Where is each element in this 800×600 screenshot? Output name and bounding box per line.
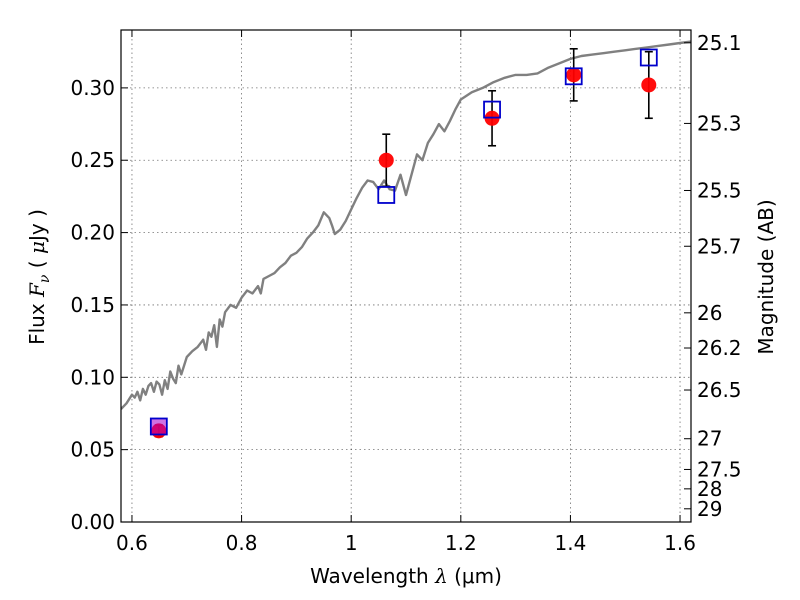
model-photometry-square bbox=[639, 48, 658, 67]
model-photometry-square bbox=[377, 186, 396, 204]
model-photometry-square bbox=[564, 67, 583, 86]
x-tick-label: 1.6 bbox=[664, 531, 696, 555]
y-tick-label: 0.30 bbox=[70, 76, 115, 100]
y2-tick-label: 27.5 bbox=[697, 457, 742, 481]
x-tick-label: 1 bbox=[345, 531, 358, 555]
y-tick-label: 0.00 bbox=[70, 510, 115, 534]
grid-lines bbox=[121, 30, 691, 523]
observed-point bbox=[566, 67, 582, 83]
y2-axis-label: Magnitude (AB) bbox=[754, 199, 778, 354]
x-axis-label: Wavelength λ (μm) bbox=[310, 564, 502, 588]
x-tick-label: 0.8 bbox=[226, 531, 258, 555]
y2-tick-label: 26.2 bbox=[697, 336, 742, 360]
observed-point bbox=[378, 152, 394, 168]
spectrum-line bbox=[121, 40, 691, 410]
y2-tick-label: 27 bbox=[697, 427, 722, 451]
x-tick-label: 0.6 bbox=[116, 531, 148, 555]
y-tick-label: 0.15 bbox=[70, 293, 115, 317]
x-tick-label: 1.4 bbox=[555, 531, 587, 555]
y-tick-label: 0.05 bbox=[70, 438, 115, 462]
observed-point bbox=[641, 77, 657, 93]
y-tick-label: 0.25 bbox=[70, 148, 115, 172]
y-tick-label: 0.20 bbox=[70, 221, 115, 245]
data-series bbox=[121, 40, 691, 439]
plot-frame bbox=[120, 29, 692, 523]
y2-tick-label: 26 bbox=[697, 301, 722, 325]
y-axis-label: Flux Fν ( μJy ) bbox=[25, 209, 53, 345]
y2-tick-label: 25.1 bbox=[697, 31, 742, 55]
model-photometry-square bbox=[149, 417, 168, 436]
y-tick-label: 0.10 bbox=[70, 365, 115, 389]
y2-tick-label: 28 bbox=[697, 477, 722, 501]
tick-marks bbox=[121, 30, 691, 523]
y2-tick-label: 29 bbox=[697, 497, 722, 521]
tick-labels: 0.6 0.8 1 1.2 1.4 1.6 0.00 0.05 0.10 0.15 0.20 0.25… bbox=[70, 31, 741, 555]
y2-tick-label: 25.5 bbox=[697, 178, 742, 202]
model-photometry-square bbox=[483, 100, 501, 119]
y2-tick-label: 26.5 bbox=[697, 378, 742, 402]
y2-tick-label: 25.7 bbox=[697, 234, 742, 258]
x-tick-label: 1.2 bbox=[445, 531, 477, 555]
plot-area bbox=[121, 40, 691, 439]
y2-tick-label: 25.3 bbox=[697, 111, 742, 135]
